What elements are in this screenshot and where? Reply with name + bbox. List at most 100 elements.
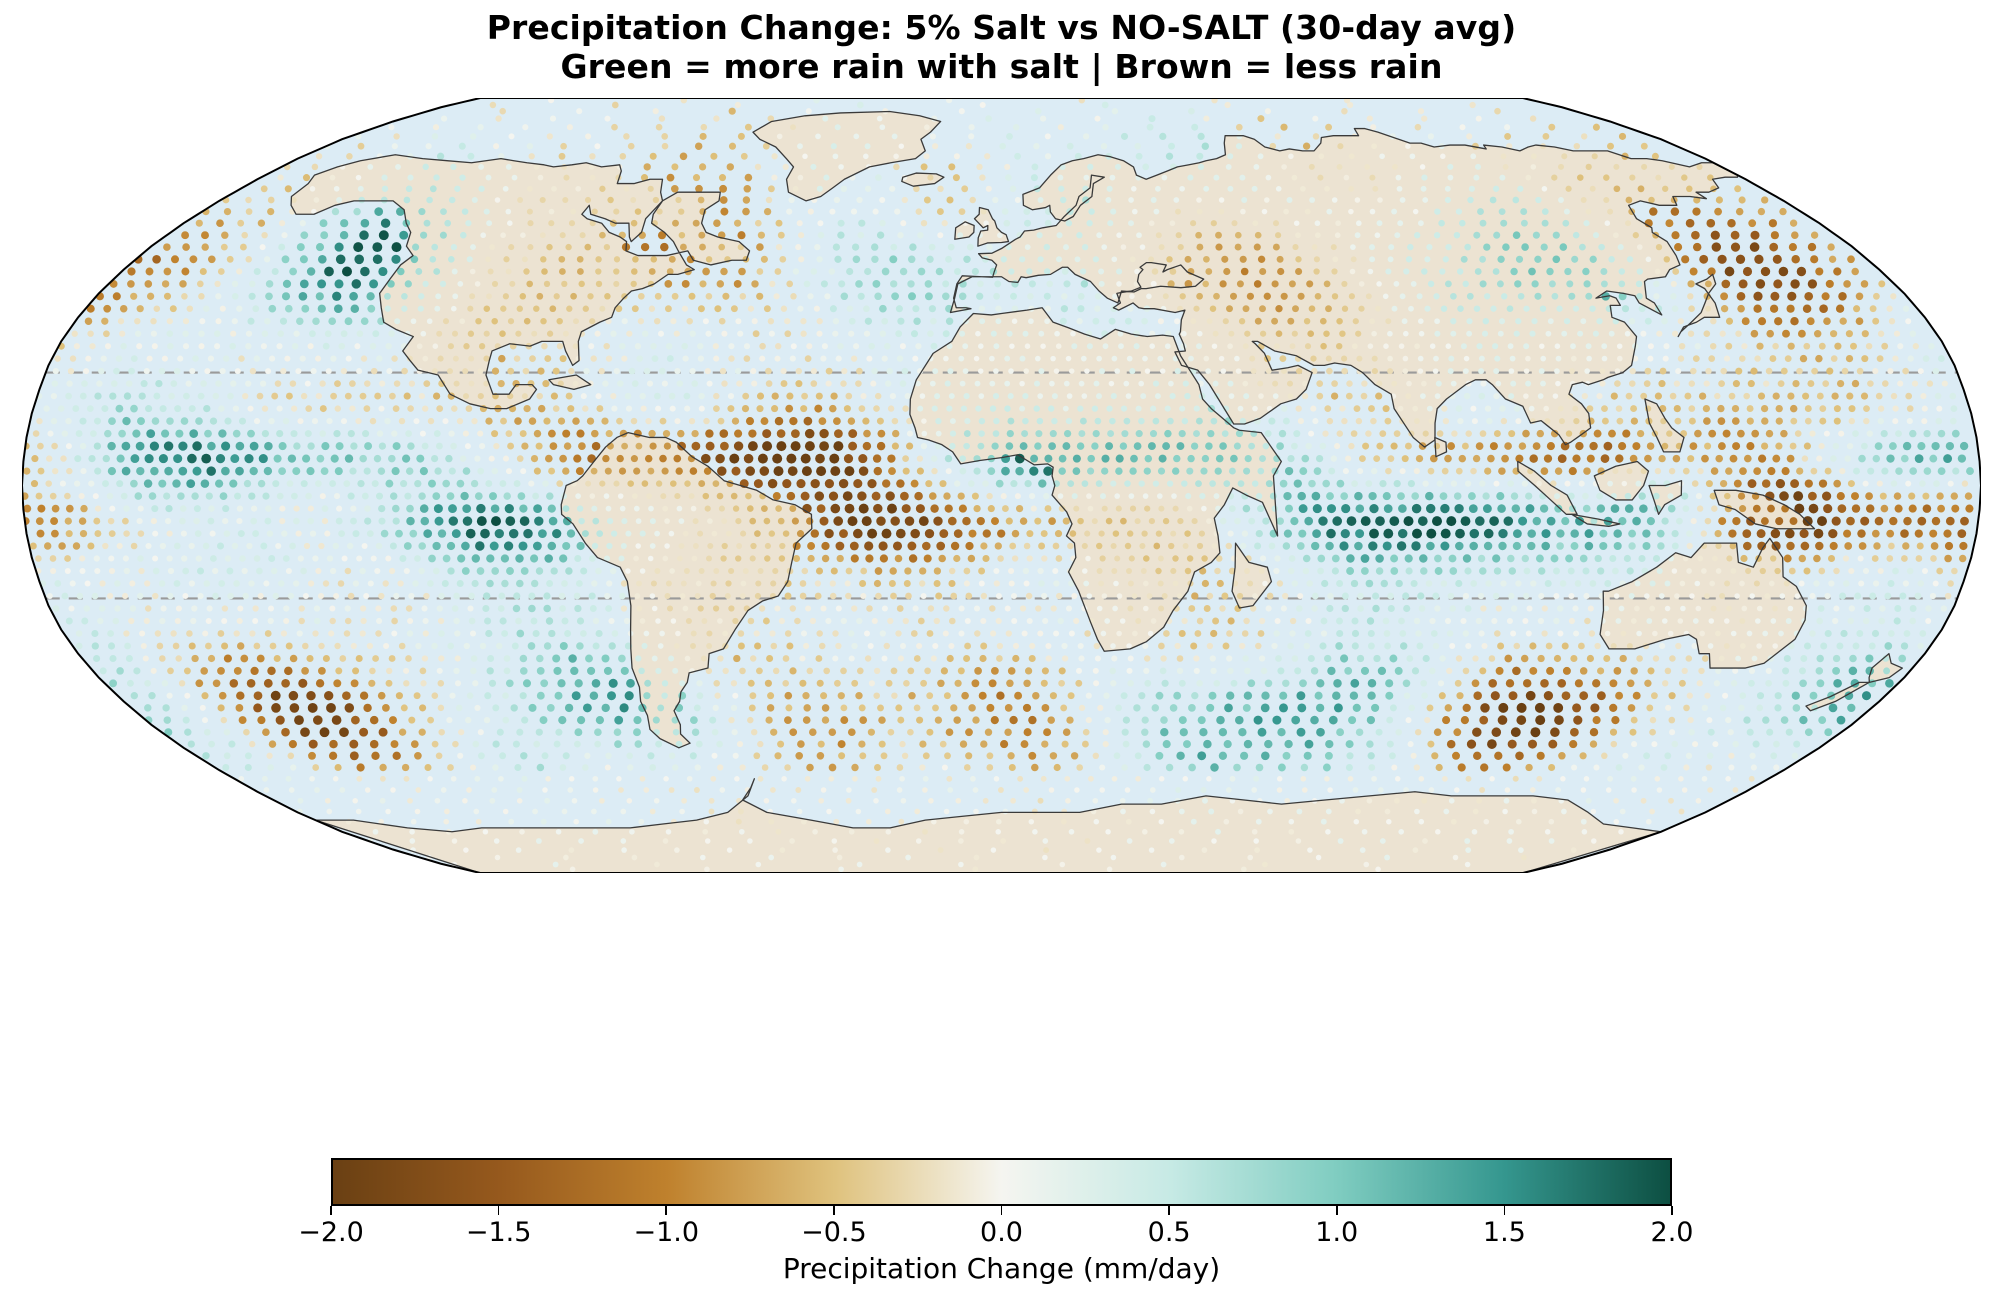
data-point	[1743, 392, 1750, 400]
data-point	[1048, 405, 1055, 412]
data-point	[332, 776, 339, 782]
data-point	[859, 752, 867, 760]
data-point	[1718, 380, 1725, 387]
data-point	[1861, 691, 1872, 701]
data-point	[1120, 517, 1127, 525]
data-point	[233, 580, 240, 587]
data-point	[705, 667, 713, 675]
data-point	[166, 692, 173, 699]
data-point	[1442, 417, 1450, 425]
data-point	[474, 704, 481, 711]
data-point	[335, 667, 343, 675]
data-point	[589, 318, 596, 325]
data-point	[1233, 763, 1241, 772]
data-point	[967, 554, 976, 563]
data-point	[769, 630, 776, 637]
data-point	[427, 776, 433, 782]
data-point	[1494, 630, 1501, 637]
data-point	[1094, 305, 1101, 312]
data-point	[977, 442, 985, 450]
data-point	[1062, 405, 1069, 412]
data-point	[895, 330, 903, 338]
data-point	[1075, 667, 1083, 674]
data-point	[846, 787, 852, 793]
data-point	[136, 343, 143, 350]
data-point	[706, 643, 713, 649]
data-point	[1133, 330, 1140, 337]
data-point	[512, 604, 521, 613]
data-point	[1525, 504, 1535, 514]
data-point	[488, 679, 497, 687]
data-point	[352, 798, 358, 804]
data-point	[30, 480, 39, 488]
data-point	[1646, 618, 1653, 624]
data-point	[433, 430, 441, 438]
data-point	[959, 455, 966, 462]
data-point	[1254, 847, 1260, 853]
data-point	[1848, 605, 1855, 612]
data-point	[1644, 367, 1652, 375]
data-point	[1836, 642, 1844, 650]
data-point	[496, 728, 504, 736]
data-point	[992, 393, 1000, 400]
data-point	[369, 417, 377, 425]
data-point	[391, 430, 398, 437]
data-point	[1105, 829, 1111, 835]
data-point	[1510, 630, 1517, 637]
data-point	[963, 567, 971, 575]
data-point	[93, 555, 100, 562]
data-point	[1685, 655, 1693, 662]
data-point	[712, 704, 719, 712]
data-point	[407, 797, 413, 804]
data-point	[574, 679, 583, 688]
data-point	[403, 392, 411, 400]
data-point	[774, 355, 781, 362]
data-point	[389, 542, 397, 550]
data-point	[567, 787, 574, 793]
data-point	[1331, 567, 1339, 575]
data-point	[1489, 442, 1498, 451]
data-point	[1750, 329, 1759, 338]
data-point	[968, 704, 976, 712]
data-point	[261, 429, 270, 438]
data-point	[1705, 305, 1712, 312]
data-point	[797, 740, 805, 748]
data-point	[266, 752, 273, 759]
data-point	[494, 854, 501, 861]
data-point	[1772, 454, 1781, 463]
data-point	[902, 455, 909, 462]
data-point	[1165, 763, 1174, 772]
data-point	[293, 517, 300, 525]
data-point	[734, 429, 743, 438]
data-point	[1601, 417, 1609, 425]
data-point	[437, 355, 444, 362]
data-point	[1748, 667, 1756, 675]
data-point	[742, 568, 749, 574]
data-point	[146, 292, 155, 300]
data-point	[1515, 418, 1522, 425]
data-point	[1174, 318, 1181, 325]
data-point	[575, 467, 584, 476]
data-point	[1923, 467, 1932, 475]
data-point	[1194, 630, 1202, 637]
data-point	[1276, 517, 1284, 525]
data-point	[1310, 355, 1317, 362]
data-point	[649, 808, 656, 815]
data-point	[978, 580, 985, 587]
data-point	[155, 379, 163, 388]
data-point	[1011, 305, 1019, 312]
data-point	[360, 605, 367, 612]
data-point	[1479, 667, 1487, 675]
data-point	[702, 828, 709, 835]
data-point	[452, 293, 459, 300]
data-point	[428, 554, 436, 563]
landmass	[1805, 682, 1870, 711]
data-point	[662, 555, 669, 562]
data-point	[178, 680, 186, 687]
data-point	[1944, 541, 1954, 551]
data-point	[1529, 666, 1538, 675]
data-point	[1783, 654, 1791, 663]
data-point	[1098, 530, 1105, 537]
data-point	[620, 838, 627, 844]
data-point	[592, 642, 600, 650]
